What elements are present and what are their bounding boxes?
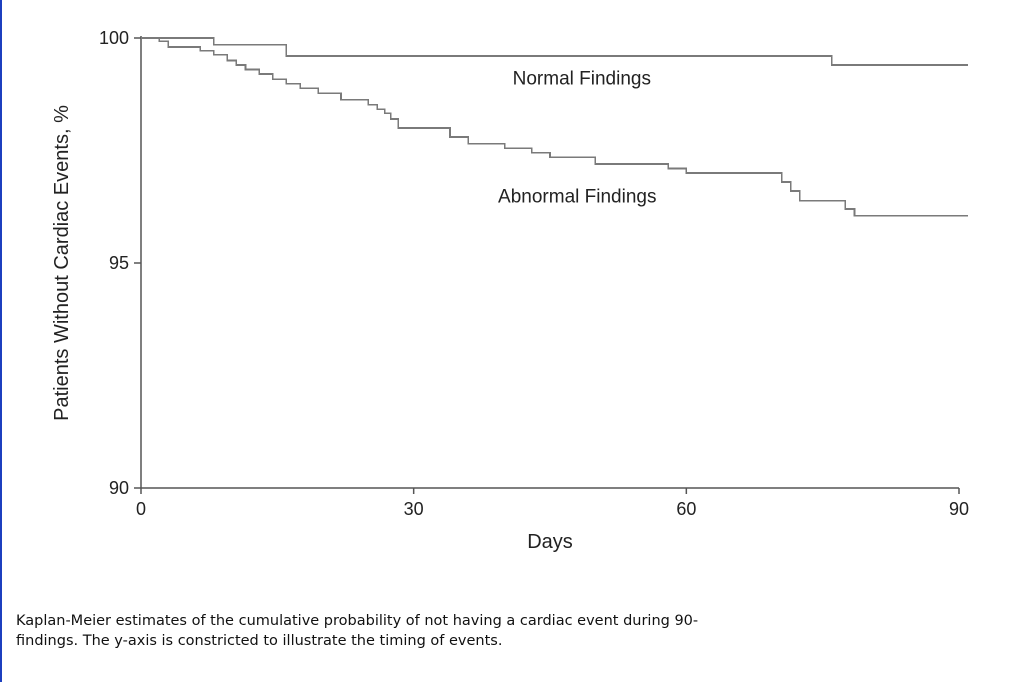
ticks: 0 30 60 90 90 95 100 — [99, 28, 969, 519]
series-label-normal-findings: Normal Findings — [513, 68, 651, 89]
x-tick-label-0: 0 — [136, 499, 146, 519]
series-label-abnormal-findings: Abnormal Findings — [498, 186, 656, 207]
axes — [140, 36, 959, 489]
y-axis-title: Patients Without Cardiac Events, % — [51, 105, 73, 421]
y-tick-label-95: 95 — [109, 253, 129, 273]
x-tick-label-90: 90 — [949, 499, 969, 519]
caption-line-2: findings. The y-axis is constricted to i… — [16, 633, 503, 649]
figure-caption: Kaplan-Meier estimates of the cumulative… — [16, 611, 1023, 651]
x-tick-label-30: 30 — [404, 499, 424, 519]
labels: Days Patients Without Cardiac Events, % … — [51, 68, 656, 553]
series-line-normal-findings — [141, 37, 969, 66]
series-line-abnormal-findings — [141, 37, 969, 217]
caption-line-1: Kaplan-Meier estimates of the cumulative… — [16, 613, 699, 629]
kaplan-meier-chart: 0 30 60 90 90 95 100 Days Patients Without Car… — [51, 28, 969, 553]
x-axis-title: Days — [527, 531, 573, 553]
y-tick-label-100: 100 — [99, 28, 129, 48]
x-tick-label-60: 60 — [676, 499, 696, 519]
series-lines — [141, 37, 969, 217]
left-border-rule — [0, 0, 2, 682]
y-tick-label-90: 90 — [109, 478, 129, 498]
